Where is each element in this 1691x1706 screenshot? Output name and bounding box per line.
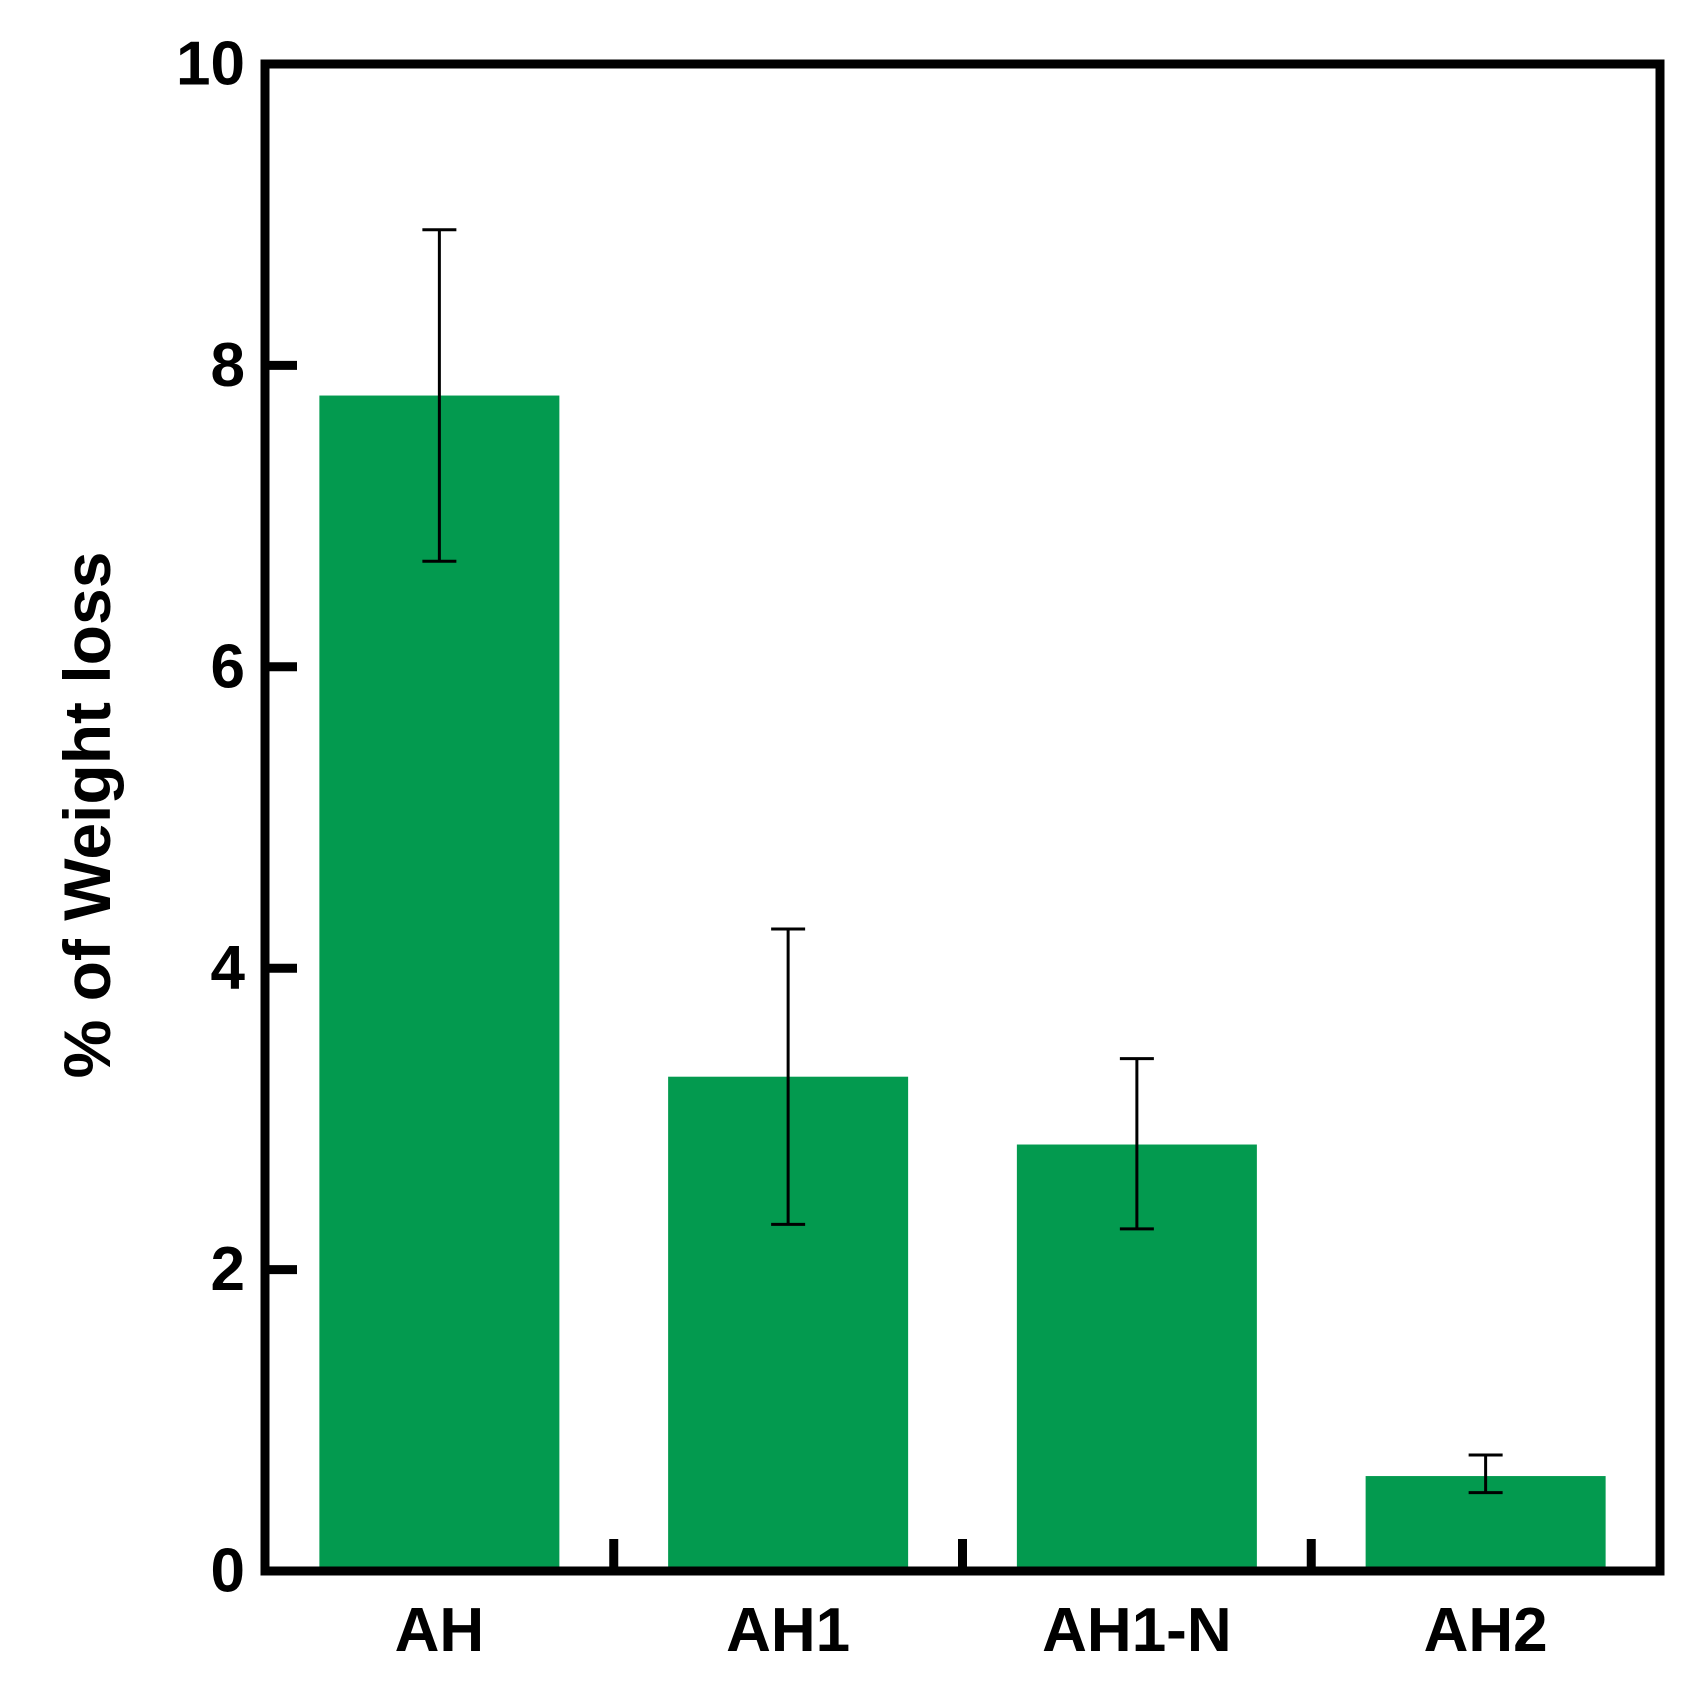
bars-layer bbox=[319, 395, 1606, 1567]
x-tick-label-ah1-n: AH1-N bbox=[1042, 1596, 1231, 1665]
y-tick-label-2: 2 bbox=[211, 1235, 245, 1304]
bar-ah bbox=[319, 395, 560, 1567]
y-axis-title: % of Weight loss bbox=[50, 552, 124, 1079]
x-tick-label-ah1: AH1 bbox=[726, 1596, 850, 1665]
x-tick-label-ah2: AH2 bbox=[1424, 1596, 1548, 1665]
y-tick-label-4: 4 bbox=[211, 934, 246, 1003]
y-tick-label-8: 8 bbox=[211, 331, 245, 400]
y-tick-label-6: 6 bbox=[211, 632, 245, 701]
axes-layer bbox=[260, 59, 1665, 1576]
error-bars-layer bbox=[422, 228, 1503, 1495]
y-tick-label-10: 10 bbox=[176, 30, 245, 99]
y-tick-label-0: 0 bbox=[211, 1537, 245, 1606]
x-tick-label-ah: AH bbox=[395, 1596, 485, 1665]
labels-layer: 0 2 4 6 8 10 AH AH1 AH1-N AH2 bbox=[176, 30, 1548, 1666]
